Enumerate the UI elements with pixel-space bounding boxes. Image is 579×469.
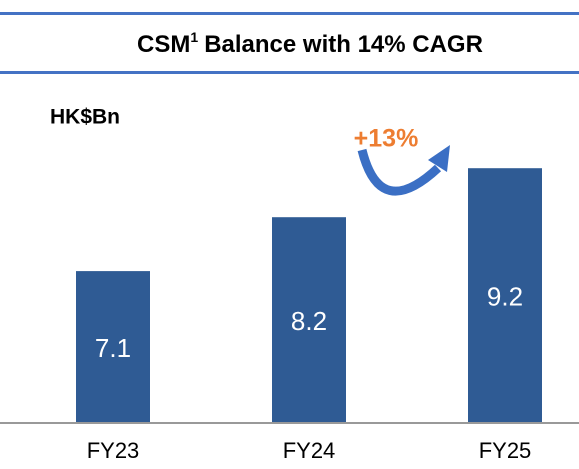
- value-label: 8.2: [291, 306, 327, 336]
- bar: [76, 271, 150, 423]
- bar: [468, 168, 542, 423]
- x-tick-label: FY25: [479, 438, 532, 463]
- title-main: CSM: [137, 31, 190, 58]
- growth-arrow: [357, 148, 442, 196]
- chart-title: CSM1 Balance with 14% CAGR: [137, 29, 483, 59]
- title-rest: Balance with 14% CAGR: [204, 31, 483, 58]
- top-rule: [0, 12, 579, 15]
- growth-annotation: +13%: [354, 125, 419, 153]
- bar: [272, 217, 346, 423]
- unit-label: HK$Bn: [50, 106, 120, 129]
- x-tick-label: FY24: [283, 438, 336, 463]
- value-label: 7.1: [95, 333, 131, 363]
- title-rule: [0, 71, 579, 74]
- title-footnote: 1: [190, 29, 198, 45]
- growth-arrow-head: [428, 145, 450, 172]
- value-label: 9.2: [487, 281, 523, 311]
- x-tick-label: FY23: [87, 438, 140, 463]
